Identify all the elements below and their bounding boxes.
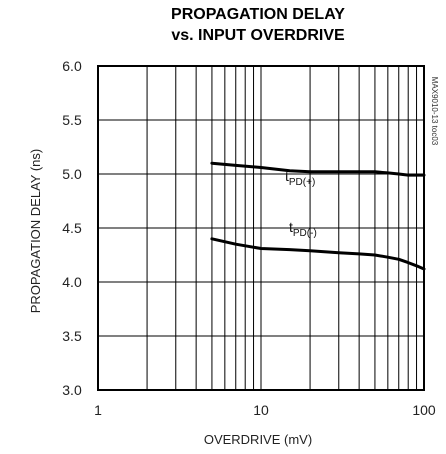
chart-title-line-2: vs. INPUT OVERDRIVE bbox=[171, 27, 345, 44]
x-tick-label: 10 bbox=[253, 402, 269, 418]
y-tick-label: 4.5 bbox=[62, 220, 82, 236]
y-tick-label: 4.0 bbox=[62, 274, 82, 290]
axis-frame bbox=[97, 65, 425, 391]
y-tick-labels: 6.0 5.5 5.0 4.5 4.0 3.5 3.0 bbox=[62, 58, 82, 398]
chart-title-line-1: PROPAGATION DELAY bbox=[171, 6, 345, 23]
y-tick-label: 6.0 bbox=[62, 58, 82, 74]
x-tick-labels: 1 10 100 bbox=[94, 402, 436, 418]
series-label-tpd-plus-sub: PD(+) bbox=[289, 177, 315, 188]
y-tick-label: 3.0 bbox=[62, 382, 82, 398]
x-axis-label: OVERDRIVE (mV) bbox=[204, 432, 312, 447]
figure-code: MAX9010-13 toc03 bbox=[430, 77, 439, 146]
x-tick-label: 1 bbox=[94, 402, 102, 418]
series-label-tpd-minus: tPD(-) bbox=[289, 219, 317, 239]
series-label-tpd-plus: tPD(+) bbox=[285, 168, 315, 188]
series-line-1 bbox=[210, 237, 426, 271]
plot-frame bbox=[97, 65, 425, 391]
series-label-tpd-plus-main: t bbox=[285, 168, 289, 184]
y-tick-label: 5.5 bbox=[62, 112, 82, 128]
series-label-tpd-minus-sub: PD(-) bbox=[293, 228, 317, 239]
series-label-tpd-minus-main: t bbox=[289, 219, 293, 235]
series-lines bbox=[210, 161, 426, 271]
x-tick-label: 100 bbox=[412, 402, 436, 418]
y-tick-label: 5.0 bbox=[62, 166, 82, 182]
grid-lines bbox=[98, 66, 424, 390]
series-line-0 bbox=[210, 161, 426, 177]
y-axis-label: PROPAGATION DELAY (ns) bbox=[28, 149, 43, 313]
y-tick-label: 3.5 bbox=[62, 328, 82, 344]
